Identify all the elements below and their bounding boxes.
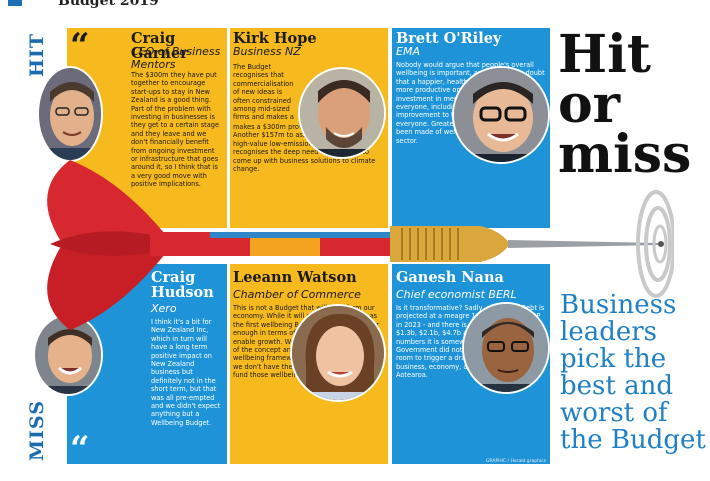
person-role: Chamber of Commerce <box>233 288 361 301</box>
person-role: Xero <box>151 302 177 315</box>
graphic-credit: GRAPHIC / Herald graphics <box>486 459 546 464</box>
person-quote: The $300m they have put together to enco… <box>131 71 220 189</box>
person-quote: The Budget recognises that commercialisa… <box>233 63 297 123</box>
section-title: Budget 2019 <box>58 0 159 9</box>
avatar-ganesh-nana <box>462 302 550 394</box>
section-marker <box>8 0 22 6</box>
person-name: Ganesh Nana <box>396 269 504 286</box>
person-role: Business NZ <box>233 45 301 58</box>
avatar-brett-oriley <box>452 66 550 164</box>
miss-label: MISS <box>26 400 48 462</box>
target-icon <box>636 190 674 298</box>
page-subtitle: Business leaders pick the best and worst… <box>560 290 706 455</box>
person-role: CEO of Business Mentors <box>131 45 221 71</box>
page-title: Hit or miss <box>558 24 692 185</box>
person-role: Chief economist BERL <box>396 288 517 301</box>
person-name: Leeann Watson <box>233 269 357 286</box>
open-quote-icon: “ <box>70 26 90 66</box>
person-name: Brett O'Riley <box>396 30 502 47</box>
hit-label: HIT <box>26 33 48 77</box>
top-bar: Budget 2019 <box>0 0 710 9</box>
dart-icon <box>47 160 658 330</box>
person-quote: I think it's a bit for New Zealand Inc, … <box>151 318 221 427</box>
open-quote-icon: “ <box>70 429 90 469</box>
avatar-craig-hudson <box>33 314 103 396</box>
person-name: Kirk Hope <box>233 30 317 47</box>
person-role: EMA <box>396 45 420 58</box>
avatar-craig-garner <box>37 66 103 162</box>
avatar-leeann-watson <box>290 304 386 402</box>
person-name: Craig Garner <box>131 30 188 62</box>
person-name: Craig Hudson <box>151 269 214 301</box>
avatar-kirk-hope <box>298 67 386 159</box>
